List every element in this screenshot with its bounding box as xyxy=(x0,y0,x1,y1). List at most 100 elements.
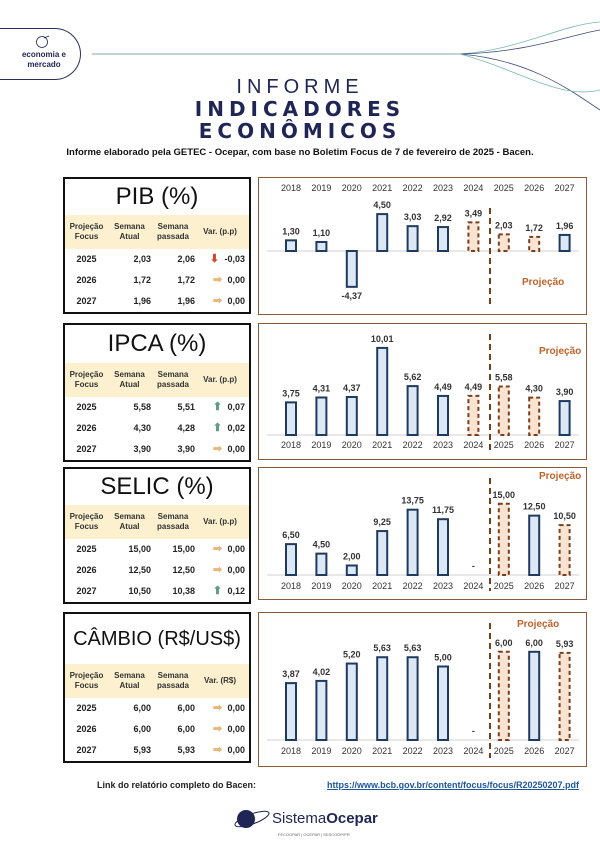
table-row: 2026 6,00 6,00 ➡ 0,00 xyxy=(65,719,249,740)
data-label: - xyxy=(472,561,475,571)
cell-atual: 5,93 xyxy=(133,745,151,755)
data-label: 2,03 xyxy=(495,220,513,230)
x-tick-label: 2022 xyxy=(403,440,423,450)
projection-bar xyxy=(528,235,541,252)
cell-passada: 2,06 xyxy=(177,254,195,264)
bar xyxy=(406,385,419,436)
data-label: 1,96 xyxy=(556,221,574,231)
bar xyxy=(558,400,571,436)
header-semana-passada: Semana passada xyxy=(156,370,190,389)
table-header: Projeção Focus Semana Atual Semana passada … xyxy=(65,363,249,397)
projection-bar xyxy=(467,221,480,252)
data-label: 5,58 xyxy=(495,372,513,382)
cell-passada: 10,38 xyxy=(172,586,195,596)
bar xyxy=(315,679,328,741)
table-row: 2025 15,00 15,00 ➡ 0,00 xyxy=(65,539,249,560)
table-row: 2027 1,96 1,96 ➡ 0,00 xyxy=(65,291,249,312)
x-tick-label: 2022 xyxy=(403,746,423,756)
header-projecao: Projeção Focus xyxy=(69,512,104,531)
table-row: 2026 12,50 12,50 ➡ 0,00 xyxy=(65,560,249,581)
bar-chart: Projeção 2018 3,75 2019 4,31 2020 4,37 2021 10,0… xyxy=(258,323,587,460)
cell-var: 0,00 xyxy=(227,275,245,285)
arrow-up-icon: ⬆ xyxy=(212,585,223,597)
cell-var: 0,00 xyxy=(227,565,245,575)
header-projecao: Projeção Focus xyxy=(69,370,104,389)
header-semana-passada: Semana passada xyxy=(156,671,190,690)
bar xyxy=(285,682,297,741)
link-label: Link do relatório completo do Bacen: xyxy=(97,780,257,790)
bacen-report-link[interactable]: https://www.bcb.gov.br/content/focus/foc… xyxy=(327,780,580,790)
bar xyxy=(528,650,541,741)
x-tick-label: 2026 xyxy=(524,746,544,756)
cell-year: 2026 xyxy=(76,724,97,734)
x-tick-label: 2027 xyxy=(555,581,575,591)
data-label: 13,75 xyxy=(401,496,424,506)
arrow-flat-icon: ➡ xyxy=(212,295,223,307)
bar xyxy=(345,564,358,576)
table-row: 2025 6,00 6,00 ➡ 0,00 xyxy=(65,698,249,719)
data-label: 4,37 xyxy=(343,383,361,393)
bar xyxy=(376,530,389,576)
x-tick-label: 2019 xyxy=(311,440,331,450)
x-tick-label: 2019 xyxy=(311,746,331,756)
indicator-title: CÂMBIO (R$/US$) xyxy=(73,628,241,650)
header-variacao: Var. (p.p) xyxy=(203,375,237,384)
cell-year: 2026 xyxy=(76,565,97,575)
cell-var: 0,00 xyxy=(227,724,245,734)
subtitle: Informe elaborado pela GETEC - Ocepar, c… xyxy=(66,147,534,158)
x-tick-label: 2021 xyxy=(372,581,392,591)
cell-passada: 15,00 xyxy=(172,544,195,554)
header-projecao: Projeção Focus xyxy=(69,222,104,241)
cell-year: 2025 xyxy=(76,402,97,412)
data-label: 2,00 xyxy=(343,552,361,562)
bar xyxy=(437,226,449,252)
table-row: 2027 3,90 3,90 ➡ 0,00 xyxy=(65,439,249,460)
cell-passada: 5,51 xyxy=(177,402,195,412)
cell-year: 2026 xyxy=(76,423,97,433)
projection-label: Projeção xyxy=(539,346,581,357)
arrow-up-icon: ⬆ xyxy=(212,422,223,434)
x-tick-label: 2021 xyxy=(372,183,392,193)
cell-year: 2025 xyxy=(76,544,97,554)
cell-year: 2027 xyxy=(76,444,97,454)
cell-year: 2026 xyxy=(76,275,97,285)
data-label: 1,10 xyxy=(313,228,331,238)
data-label: 11,75 xyxy=(432,505,454,515)
x-tick-label: 2025 xyxy=(494,183,514,193)
x-tick-label: 2018 xyxy=(281,746,301,756)
projection-label: Projeção xyxy=(517,619,559,630)
cell-year: 2025 xyxy=(76,254,97,264)
arrow-up-icon: ⬆ xyxy=(212,401,223,413)
bar xyxy=(437,518,449,576)
data-label: 5,93 xyxy=(556,639,574,649)
projection-bar xyxy=(497,502,510,576)
section-badge xyxy=(0,28,81,80)
cell-passada: 1,96 xyxy=(177,296,195,306)
bar xyxy=(376,656,389,741)
title-indicadores: INDICADORES xyxy=(194,97,406,121)
data-label: 10,01 xyxy=(371,334,394,344)
cell-atual: 2,03 xyxy=(133,254,151,264)
data-label: 5,00 xyxy=(434,653,452,663)
data-label: 3,87 xyxy=(282,669,300,679)
x-tick-label: 2020 xyxy=(342,440,362,450)
cell-atual: 6,00 xyxy=(133,724,151,734)
bar xyxy=(285,239,297,252)
cell-passada: 12,50 xyxy=(172,565,195,575)
arrow-flat-icon: ➡ xyxy=(212,274,223,286)
bar xyxy=(345,250,358,288)
x-tick-label: 2023 xyxy=(433,183,453,193)
data-label: 3,75 xyxy=(282,388,300,398)
x-tick-label: 2024 xyxy=(463,183,483,193)
x-tick-label: 2020 xyxy=(342,183,362,193)
table-row: 2026 1,72 1,72 ➡ 0,00 xyxy=(65,270,249,291)
bar-chart: Projeção 2018 1,30 2019 1,10 2020 -4,37 2021 4,5… xyxy=(258,177,587,315)
table-row: 2027 5,93 5,93 ➡ 0,00 xyxy=(65,740,249,761)
bar xyxy=(406,225,419,252)
data-label: - xyxy=(472,726,475,736)
arrow-flat-icon: ➡ xyxy=(212,723,223,735)
data-label: 5,62 xyxy=(404,372,422,382)
cell-atual: 1,72 xyxy=(133,275,151,285)
table-row: 2025 5,58 5,51 ⬆ 0,07 xyxy=(65,397,249,418)
